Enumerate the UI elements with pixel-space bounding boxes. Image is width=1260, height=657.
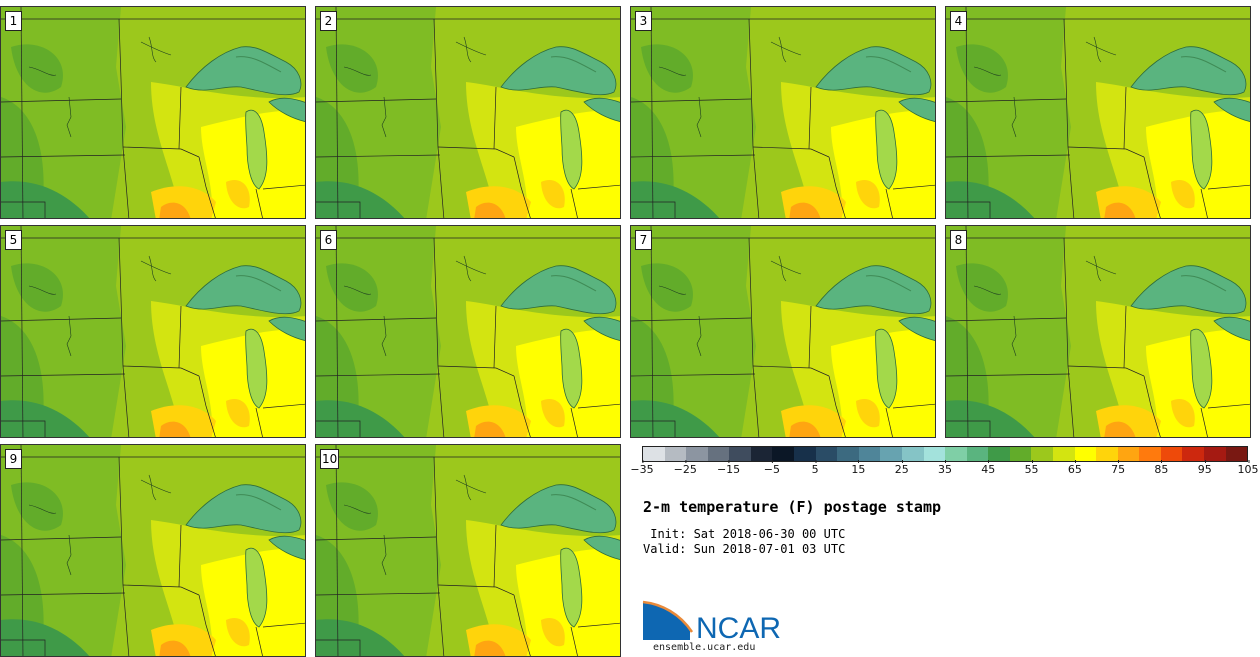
ncar-logo[interactable]: NCAR xyxy=(642,600,792,642)
colorbar-tick: 15 xyxy=(851,460,866,476)
stamp-panel-5[interactable]: 5 xyxy=(0,225,306,438)
colorbar-tick: 105 xyxy=(1237,460,1259,476)
map-4 xyxy=(946,7,1250,218)
colorbar-segment xyxy=(880,447,902,461)
colorbar-tick: 5 xyxy=(811,460,819,476)
colorbar-segment xyxy=(988,447,1010,461)
valid-time: Valid: Sun 2018-07-01 03 UTC xyxy=(643,542,846,556)
member-label-10: 10 xyxy=(320,449,340,469)
colorbar-tick: 35 xyxy=(938,460,952,476)
colorbar-tick: 75 xyxy=(1111,460,1126,476)
colorbar-tick: −15 xyxy=(716,460,741,476)
colorbar-segment xyxy=(1074,447,1097,461)
stamp-panel-1[interactable]: 1 xyxy=(0,6,306,219)
colorbar-segment xyxy=(1031,447,1053,461)
map-1 xyxy=(1,7,305,218)
colorbar-segment xyxy=(643,447,665,461)
colorbar-tick: 25 xyxy=(894,460,909,476)
colorbar-segment xyxy=(772,447,795,461)
colorbar-segment xyxy=(664,447,687,461)
colorbar-segment xyxy=(1204,447,1226,461)
colorbar-segment xyxy=(837,447,859,461)
plot-title: 2-m temperature (F) postage stamp xyxy=(643,498,942,516)
map-7 xyxy=(631,226,935,437)
map-6 xyxy=(316,226,620,437)
stamp-panel-3[interactable]: 3 xyxy=(630,6,936,219)
stamp-panel-7[interactable]: 7 xyxy=(630,225,936,438)
colorbar-tick: 55 xyxy=(1024,460,1039,476)
colorbar-segment xyxy=(858,447,881,461)
stamp-panel-2[interactable]: 2 xyxy=(315,6,621,219)
colorbar-segment xyxy=(1182,447,1205,461)
member-label-2: 2 xyxy=(320,11,337,31)
colorbar-segment xyxy=(1225,447,1248,461)
colorbar-tick-labels: −35−25−15−55152535455565758595105115 xyxy=(630,460,1259,481)
colorbar-tick: −25 xyxy=(673,460,697,476)
colorbar-segment xyxy=(729,447,751,461)
colorbar-segment xyxy=(945,447,967,461)
ncar-logo-text: NCAR xyxy=(696,612,781,642)
map-8 xyxy=(946,226,1250,437)
colorbar-segment xyxy=(1117,447,1140,461)
colorbar-segment xyxy=(707,447,730,461)
stamp-panel-8[interactable]: 8 xyxy=(945,225,1251,438)
map-9 xyxy=(1,445,305,656)
map-5 xyxy=(1,226,305,437)
colorbar-segment xyxy=(794,447,816,461)
member-label-3: 3 xyxy=(635,11,652,31)
stamp-panel-10[interactable]: 10 xyxy=(315,444,621,657)
stamp-panel-4[interactable]: 4 xyxy=(945,6,1251,219)
colorbar-segment xyxy=(923,447,946,461)
colorbar-segment xyxy=(815,447,838,461)
member-label-9: 9 xyxy=(5,449,22,469)
temperature-colorbar xyxy=(642,446,1248,462)
colorbar-tick: 45 xyxy=(981,460,996,476)
colorbar-segment xyxy=(966,447,989,461)
colorbar-tick: 65 xyxy=(1067,460,1082,476)
member-label-1: 1 xyxy=(5,11,22,31)
stamp-panel-9[interactable]: 9 xyxy=(0,444,306,657)
colorbar-segment xyxy=(1009,447,1032,461)
colorbar-segment xyxy=(686,447,708,461)
colorbar-segment xyxy=(1139,447,1161,461)
colorbar-segment xyxy=(1052,447,1075,461)
colorbar-segment xyxy=(750,447,773,461)
colorbar-tick: 85 xyxy=(1154,460,1169,476)
colorbar-tick: −5 xyxy=(763,460,780,476)
ncar-logo-mark xyxy=(643,602,690,640)
colorbar-segment xyxy=(1096,447,1118,461)
map-3 xyxy=(631,7,935,218)
colorbar-segment xyxy=(1160,447,1183,461)
logo-url[interactable]: ensemble.ucar.edu xyxy=(653,642,756,653)
member-label-7: 7 xyxy=(635,230,652,250)
member-label-4: 4 xyxy=(950,11,967,31)
colorbar-tick: −35 xyxy=(630,460,654,476)
map-2 xyxy=(316,7,620,218)
map-10 xyxy=(316,445,620,656)
ncar-logo-arc xyxy=(642,600,694,633)
stamp-panel-6[interactable]: 6 xyxy=(315,225,621,438)
colorbar-tick: 95 xyxy=(1197,460,1212,476)
member-label-6: 6 xyxy=(320,230,337,250)
member-label-5: 5 xyxy=(5,230,22,250)
init-time: Init: Sat 2018-06-30 00 UTC xyxy=(643,527,846,541)
colorbar-segment xyxy=(901,447,924,461)
member-label-8: 8 xyxy=(950,230,967,250)
